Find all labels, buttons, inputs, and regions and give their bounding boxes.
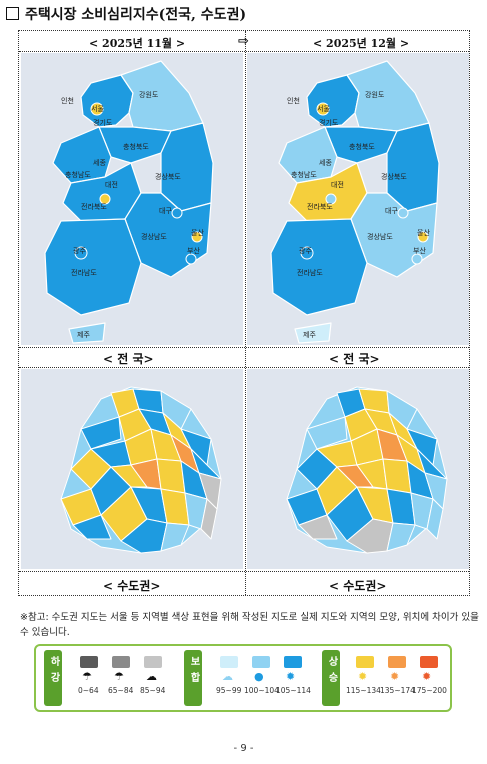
legend-swatch [252,656,270,668]
caption-national-november: < 전 국> [103,352,154,366]
cloud-icon: ☁ [146,670,157,683]
label-gyeonggi: 경기도 [319,118,339,127]
legend-range: 135~174 [380,686,415,695]
label-chungnam: 충청남도 [65,170,91,179]
legend-group-label: 상승 [326,656,337,688]
label-gwangju: 광주 [299,247,312,255]
legend-range: 95~99 [216,686,242,695]
label-seoul: 서울 [91,104,104,113]
cloud-rain-icon: ☂ [114,670,124,683]
legend-swatch [284,656,302,668]
sun-icon: ✹ [422,670,432,683]
legend-range: 175~200 [412,686,447,695]
legend-group-stable: 보합 [184,650,202,706]
label-gyeongbuk: 경상북도 [155,172,181,181]
legend-swatch [388,656,406,668]
label-busan: 부산 [187,246,200,255]
cloud-rain-icon: ☂ [82,670,92,683]
label-ulsan: 울산 [191,228,204,237]
cloud-sun-icon: ☁ [222,670,233,683]
label-gangwon: 강원도 [139,90,159,99]
sun-icon: ✹ [358,670,368,683]
column-divider [245,31,246,595]
label-jeonnam: 전라남도 [297,268,323,277]
caption-metro-november: < 수도권> [103,579,161,593]
legend-range: 115~134 [346,686,381,695]
label-chungbuk: 충청북도 [123,142,149,151]
legend-group-label: 보합 [188,656,199,688]
circle-icon: ● [254,670,264,683]
legend-swatch [80,656,98,668]
label-jeju: 제주 [77,331,90,339]
label-gwangju: 광주 [73,247,86,255]
label-gangwon: 강원도 [365,90,385,99]
legend-group-label: 하강 [48,656,59,688]
national-map-november: 인천 서울 경기도 강원도 충청북도 세종 충청남도 대전 경상북도 대구 전라… [21,53,243,345]
label-incheon: 인천 [61,96,74,105]
label-jeonnam: 전라남도 [71,268,97,277]
label-gyeongnam: 경상남도 [141,232,167,241]
label-daegu: 대구 [385,207,398,215]
legend-group-rising: 상승 [322,650,340,706]
row-divider [19,571,469,572]
label-gyeonggi: 경기도 [93,118,113,127]
metro-map-december [247,369,469,569]
row-divider [19,367,469,368]
legend-range: 0~64 [78,686,99,695]
legend-swatch [112,656,130,668]
section-title: 주택시장 소비심리지수(전국, 수도권) [6,4,246,24]
footnote: ※참고: 수도권 지도는 서울 등 지역별 색상 표현을 위해 작성된 지도로 … [20,612,479,638]
label-ulsan: 울산 [417,228,430,237]
caption-metro-december: < 수도권> [329,579,387,593]
legend-swatch [220,656,238,668]
label-seoul: 서울 [317,104,330,113]
legend-range: 85~94 [140,686,166,695]
label-gyeongnam: 경상남도 [367,232,393,241]
row-divider [19,347,469,348]
map-comparison-table: < 2025년 11월 > ⇨ < 2025년 12월 > 인천 서울 [18,30,470,596]
label-sejong: 세종 [319,158,332,167]
title-text: 주택시장 소비심리지수(전국, 수도권) [25,7,247,23]
label-chungbuk: 충청북도 [349,142,375,151]
label-chungnam: 충청남도 [291,170,317,179]
sun-icon: ✹ [286,670,296,683]
label-daejeon: 대전 [331,180,344,189]
right-arrow-icon: ⇨ [238,34,249,49]
label-jeonbuk: 전라북도 [81,202,107,211]
header-november: < 2025년 11월 > [89,37,186,50]
label-jeonbuk: 전라북도 [307,202,333,211]
legend-swatch [144,656,162,668]
label-busan: 부산 [413,246,426,255]
legend-swatch [356,656,374,668]
label-jeju: 제주 [303,331,316,339]
legend-range: 65~84 [108,686,134,695]
header-december: < 2025년 12월 > [313,37,410,50]
sun-icon: ✹ [390,670,400,683]
legend-range: 100~104 [244,686,279,695]
checkbox-square-icon [6,7,19,20]
national-map-december: 인천 서울 경기도 강원도 충청북도 세종 충청남도 대전 경상북도 대구 전라… [247,53,469,345]
label-gyeongbuk: 경상북도 [381,172,407,181]
label-daejeon: 대전 [105,180,118,189]
label-sejong: 세종 [93,158,106,167]
label-daegu: 대구 [159,207,172,215]
label-incheon: 인천 [287,96,300,105]
legend: 하강 ☂ 0~64 ☂ 65~84 ☁ 85~94 보합 ☁ 95~99 ● 1… [34,644,452,712]
caption-national-december: < 전 국> [329,352,380,366]
metro-map-november [21,369,243,569]
page-number: - 9 - [233,743,254,754]
row-divider [19,51,469,52]
legend-group-falling: 하강 [44,650,62,706]
legend-swatch [420,656,438,668]
legend-range: 105~114 [276,686,311,695]
